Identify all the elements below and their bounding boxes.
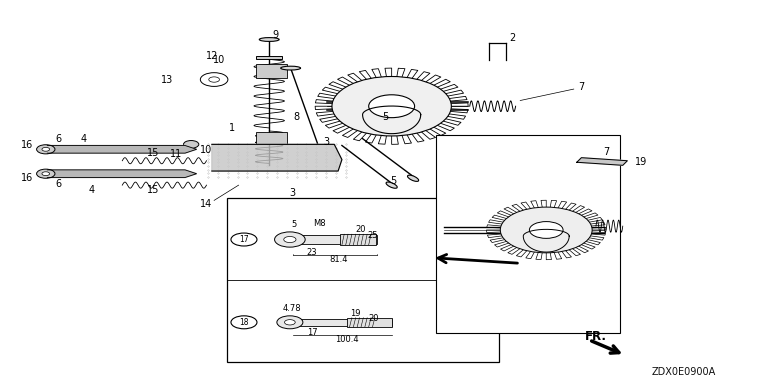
- Bar: [257, 56, 282, 60]
- Circle shape: [529, 222, 563, 238]
- Text: 5: 5: [382, 111, 389, 121]
- Ellipse shape: [386, 182, 397, 188]
- Circle shape: [283, 237, 296, 243]
- Circle shape: [42, 147, 50, 151]
- Bar: [257, 64, 286, 78]
- Text: ZDX0E0900A: ZDX0E0900A: [652, 367, 716, 377]
- Text: 3: 3: [289, 188, 295, 198]
- Text: 15: 15: [147, 148, 159, 158]
- Circle shape: [200, 73, 228, 86]
- Circle shape: [275, 232, 305, 247]
- Text: 2: 2: [509, 33, 515, 43]
- Text: FR.: FR.: [584, 329, 607, 343]
- Bar: [293, 319, 392, 326]
- Bar: [339, 234, 376, 245]
- Text: 100.4: 100.4: [335, 335, 359, 344]
- Text: 9: 9: [273, 30, 279, 40]
- Ellipse shape: [260, 38, 279, 41]
- Text: 18: 18: [239, 318, 249, 327]
- Text: 16: 16: [22, 140, 34, 150]
- Bar: [436, 135, 620, 333]
- Text: 5: 5: [390, 175, 396, 185]
- Text: 6: 6: [56, 134, 62, 144]
- Text: 12: 12: [206, 51, 218, 61]
- Text: 3: 3: [323, 137, 329, 147]
- Circle shape: [37, 169, 55, 178]
- Text: 5: 5: [291, 220, 296, 229]
- Ellipse shape: [408, 175, 419, 181]
- Circle shape: [277, 316, 303, 329]
- Circle shape: [42, 172, 50, 175]
- Polygon shape: [577, 158, 627, 166]
- Text: 7: 7: [578, 82, 584, 92]
- Circle shape: [231, 233, 257, 246]
- Text: 7: 7: [603, 147, 609, 157]
- Polygon shape: [48, 146, 197, 153]
- Text: 20: 20: [369, 314, 379, 323]
- Bar: [293, 235, 377, 244]
- Polygon shape: [212, 144, 342, 171]
- Text: 8: 8: [293, 111, 299, 121]
- Circle shape: [500, 207, 592, 253]
- Text: 1: 1: [230, 123, 236, 133]
- Text: 81.4: 81.4: [329, 255, 348, 264]
- Circle shape: [369, 95, 415, 118]
- Text: 20: 20: [356, 225, 366, 235]
- Bar: [227, 198, 498, 362]
- Text: 16: 16: [22, 172, 34, 182]
- Text: 4: 4: [88, 185, 94, 195]
- Text: 11: 11: [170, 149, 182, 159]
- Bar: [257, 132, 286, 144]
- Circle shape: [284, 319, 295, 325]
- Text: 17: 17: [307, 328, 318, 338]
- Bar: [347, 318, 392, 327]
- Text: 14: 14: [200, 199, 213, 209]
- Text: 23: 23: [306, 248, 316, 257]
- Circle shape: [184, 141, 199, 148]
- Text: M8: M8: [313, 219, 326, 228]
- Text: 4.78: 4.78: [283, 305, 302, 313]
- Text: 10: 10: [200, 145, 213, 155]
- Text: 10: 10: [214, 55, 226, 66]
- Text: 17: 17: [239, 235, 249, 244]
- Circle shape: [209, 77, 220, 82]
- Polygon shape: [48, 170, 197, 177]
- Circle shape: [332, 76, 452, 136]
- Text: 13: 13: [161, 74, 174, 84]
- Circle shape: [231, 316, 257, 329]
- Text: 15: 15: [147, 185, 159, 195]
- Text: 6: 6: [56, 179, 62, 189]
- Circle shape: [37, 145, 55, 154]
- Text: 4: 4: [81, 134, 87, 144]
- Ellipse shape: [280, 66, 300, 70]
- Text: 19: 19: [635, 157, 647, 167]
- Text: 19: 19: [349, 309, 360, 318]
- Text: 25: 25: [367, 231, 378, 240]
